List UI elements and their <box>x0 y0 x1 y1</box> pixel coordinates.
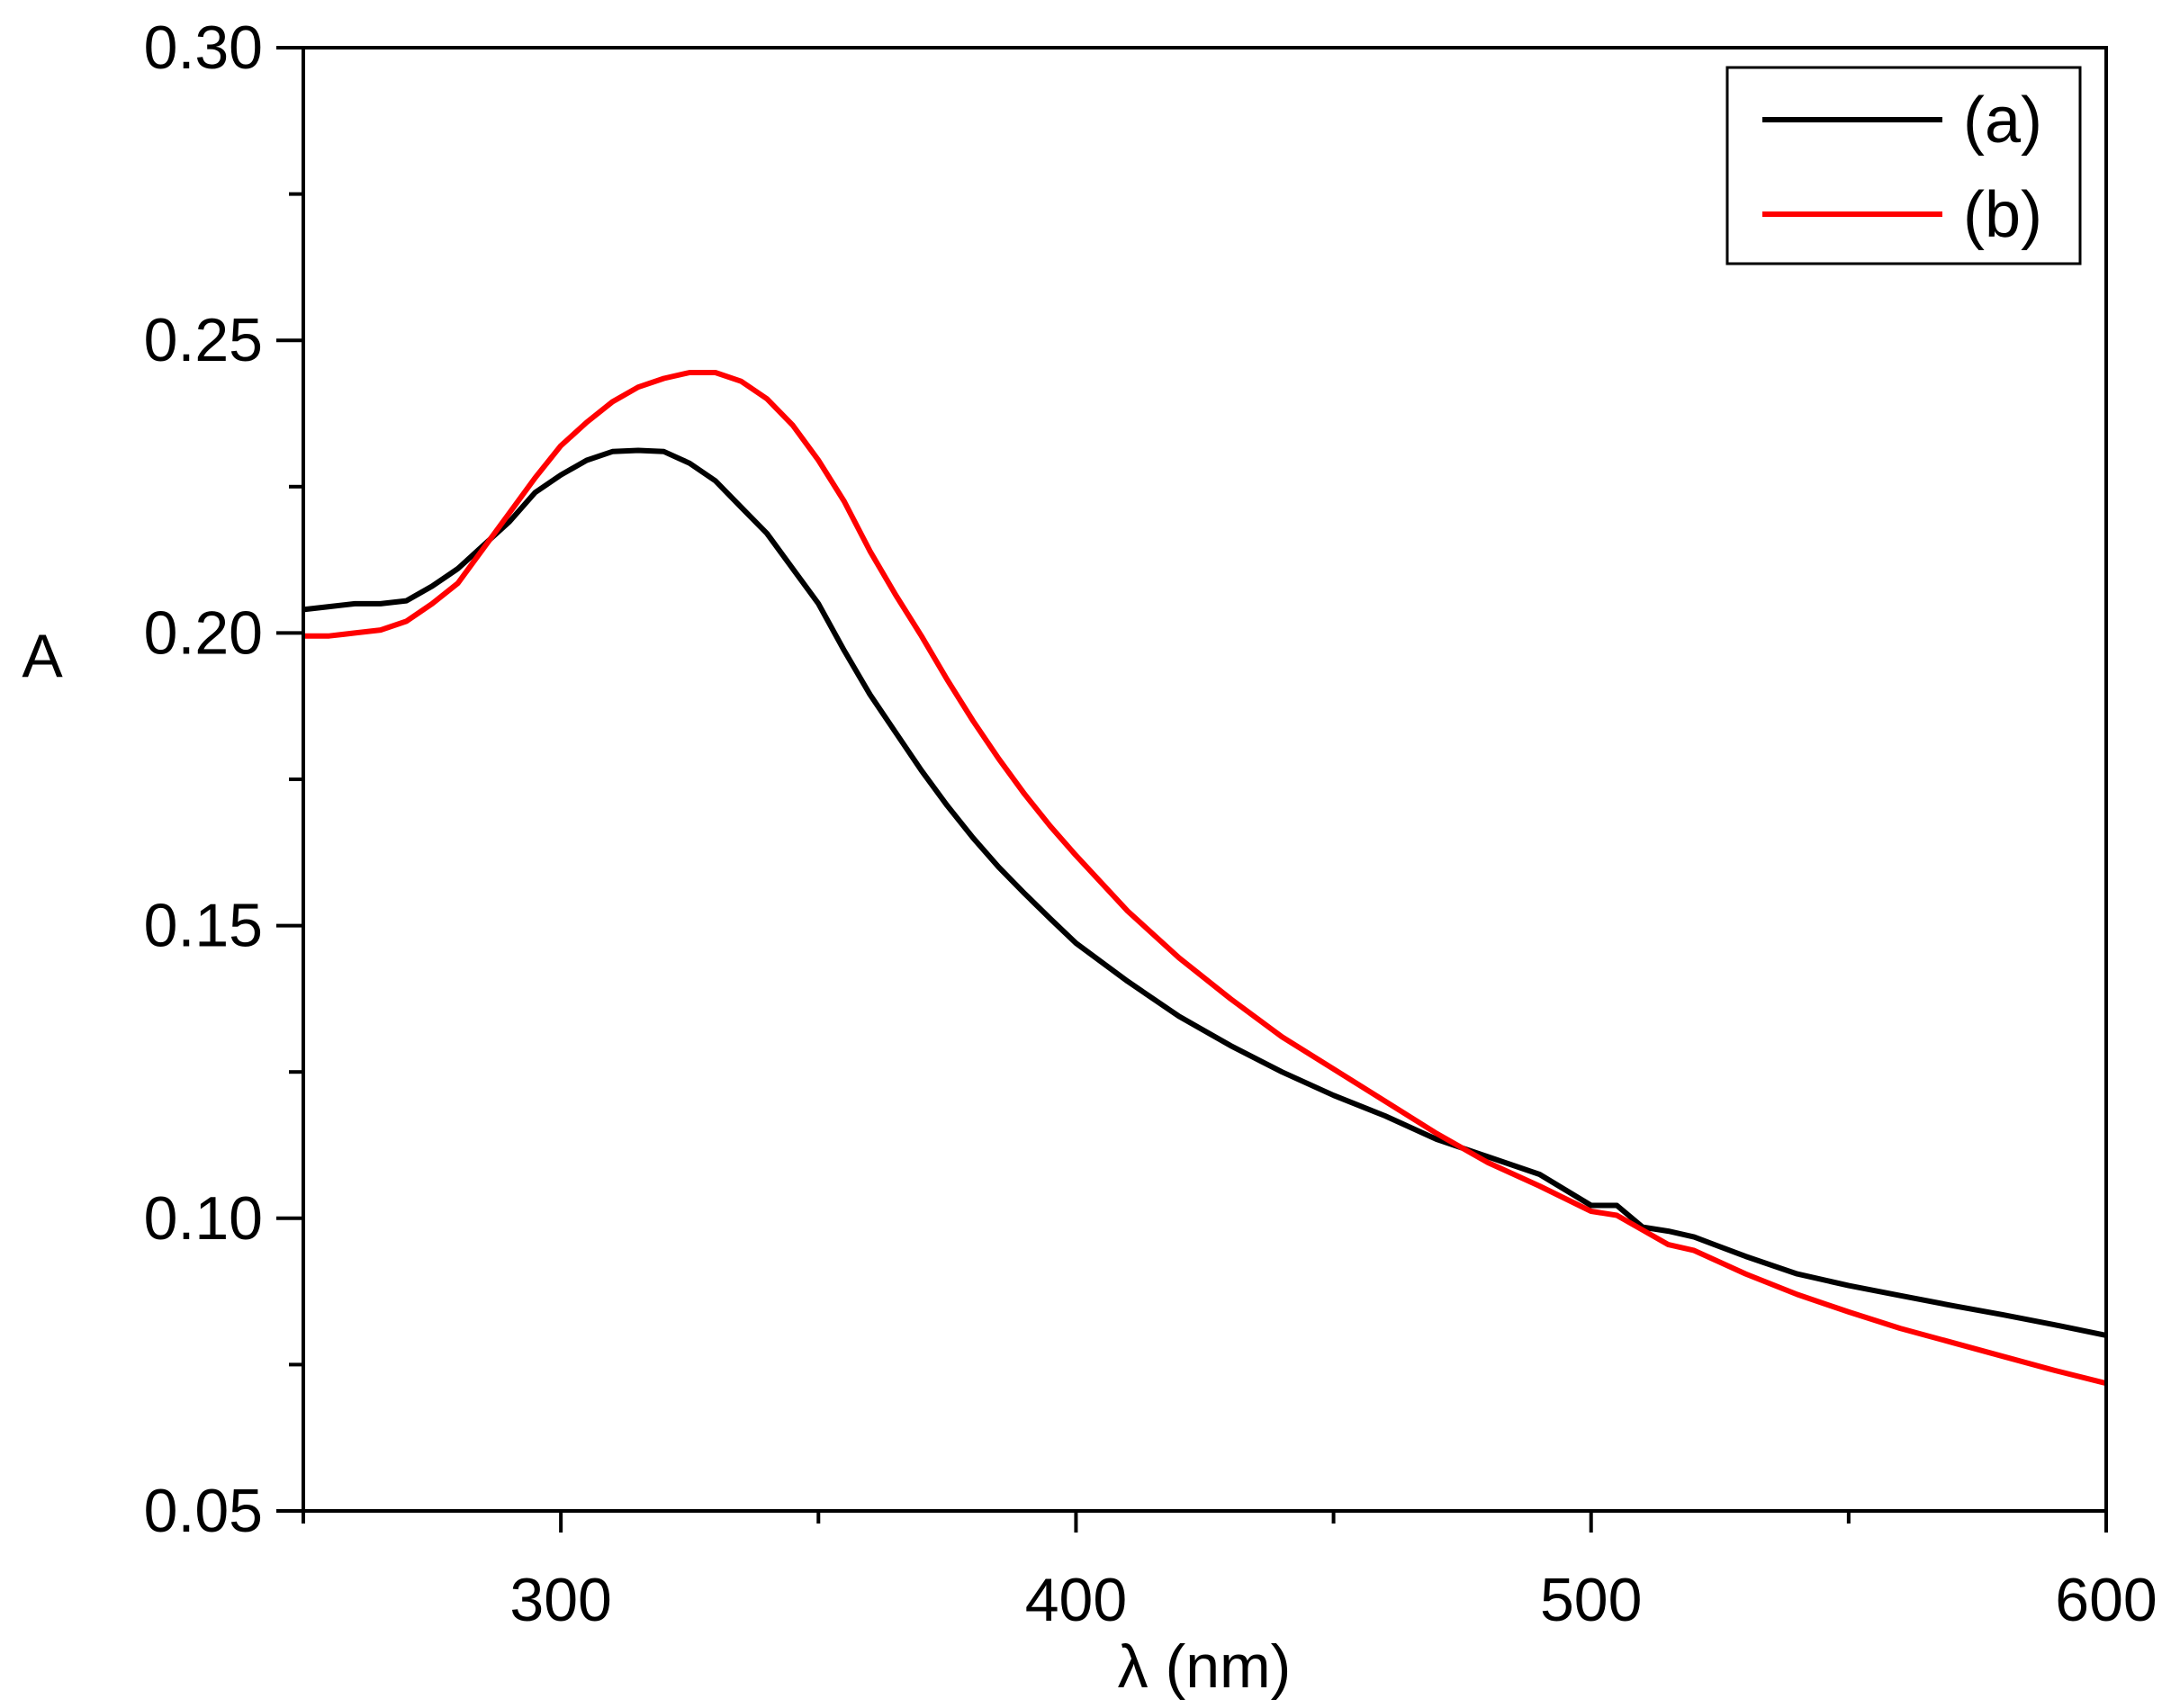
series-line-a <box>302 447 2107 1338</box>
series-line-b <box>303 370 2107 1387</box>
y-tick-label: 0.05 <box>144 1477 263 1545</box>
legend-box <box>1725 66 2082 265</box>
x-tick-label: 500 <box>1540 1566 1642 1634</box>
y-axis-title: A <box>22 622 63 690</box>
x-tick-label: 300 <box>509 1566 611 1634</box>
legend: (a) (b) <box>1725 66 2082 265</box>
legend-label-b: (b) <box>1963 179 2042 251</box>
y-tick-label: 0.30 <box>144 13 263 82</box>
x-tick-label: 600 <box>2055 1566 2157 1634</box>
y-tick-label: 0.10 <box>144 1184 263 1253</box>
x-tick-label: 400 <box>1025 1566 1127 1634</box>
x-axis-title: λ (nm) <box>1118 1632 1292 1701</box>
tick-labels-group: 300 400 500 600 0.05 0.10 0.15 0.20 0.25 0.30 <box>144 13 2157 1634</box>
ticks-group <box>276 46 2108 1533</box>
legend-label-a: (a) <box>1963 85 2042 157</box>
y-tick-label: 0.25 <box>144 306 263 374</box>
y-tick-label: 0.20 <box>144 598 263 667</box>
y-tick-label: 0.15 <box>144 892 263 960</box>
series-group <box>302 370 2107 1387</box>
